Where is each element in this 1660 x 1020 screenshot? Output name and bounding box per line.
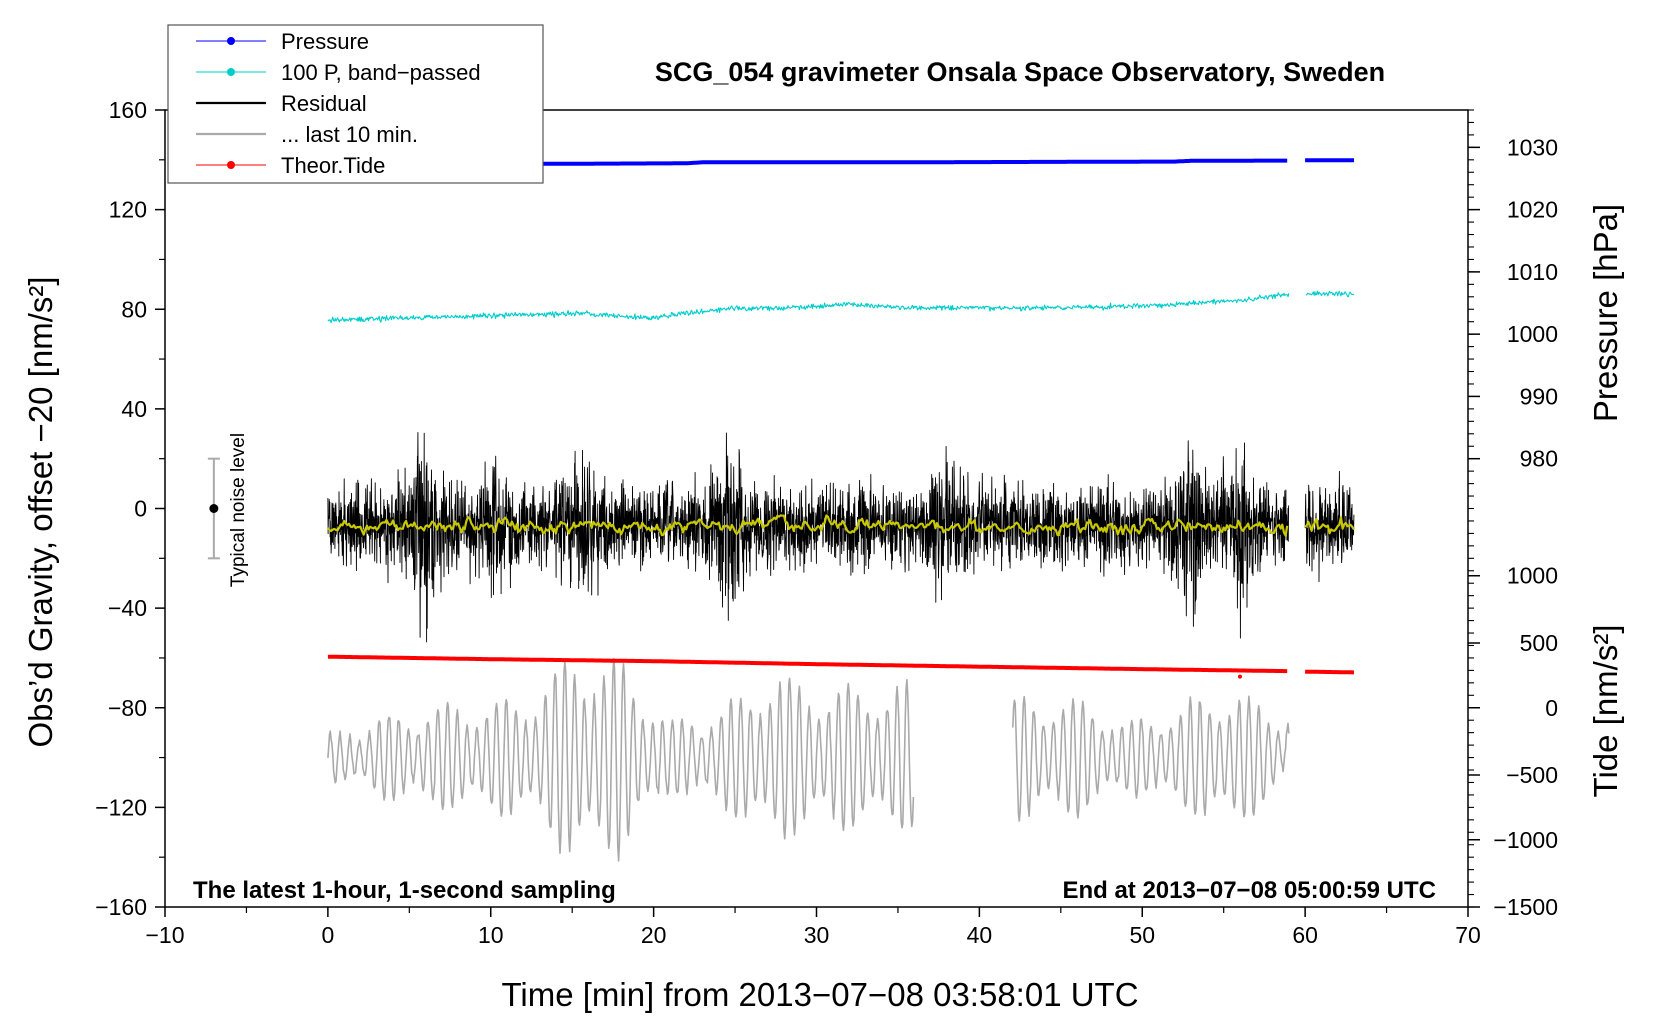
series-100p-band-passed [327, 292, 1290, 324]
x-tick-label: 20 [641, 922, 667, 948]
y-tick-label: 160 [109, 97, 147, 123]
y-tick-label: 120 [109, 197, 147, 223]
legend-label: ... last 10 min. [281, 122, 418, 147]
x-tick-label: 60 [1292, 922, 1318, 948]
y-axis-title-gravity: Obs’d Gravity, offset −20 [nm/s²] [22, 276, 59, 747]
legend-marker [227, 37, 235, 45]
legend-label: Residual [281, 91, 367, 116]
pressure-tick-label: 1010 [1507, 259, 1558, 285]
series-100p-band-passed [1305, 290, 1355, 298]
tide-tick-label: 1000 [1507, 563, 1558, 589]
x-axis-title: Time [min] from 2013−07−08 03:58:01 UTC [501, 976, 1138, 1013]
pressure-tick-label: 990 [1520, 383, 1558, 409]
tide-tick-label: −500 [1506, 762, 1558, 788]
noise-bar-center-dot [209, 504, 219, 513]
y-tick-label: −160 [95, 894, 147, 920]
annotation-end-time: End at 2013−07−08 05:00:59 UTC [1062, 877, 1436, 904]
y-axis-title-pressure: Pressure [hPa] [1587, 204, 1624, 422]
series-residual [1304, 470, 1355, 583]
y-tick-label: 80 [121, 296, 147, 322]
annotation-sampling: The latest 1-hour, 1-second sampling [193, 877, 616, 904]
pressure-tick-label: 980 [1520, 446, 1558, 472]
y-axis-title-tide: Tide [nm/s²] [1587, 625, 1624, 798]
y-tick-label: −80 [108, 695, 147, 721]
pressure-tick-label: 1020 [1507, 197, 1558, 223]
y-tick-label: −40 [108, 595, 147, 621]
tide-tick-label: −1500 [1493, 894, 1558, 920]
legend-marker [227, 68, 235, 76]
x-tick-label: 30 [804, 922, 830, 948]
series-residual-mean [326, 514, 1289, 537]
x-tick-label: 70 [1455, 922, 1481, 948]
x-tick-label: 50 [1129, 922, 1155, 948]
tide-tick-label: −1000 [1493, 827, 1558, 853]
x-tick-label: 10 [478, 922, 504, 948]
y-tick-label: 40 [121, 396, 147, 422]
legend-label: Pressure [281, 29, 369, 54]
tide-tick-label: 0 [1545, 695, 1558, 721]
y-tick-label: −120 [95, 794, 147, 820]
x-tick-label: 0 [321, 922, 334, 948]
series-residual-mean [1304, 516, 1355, 535]
x-tick-label: −10 [145, 922, 184, 948]
tide-tick-label: 500 [1520, 630, 1558, 656]
noise-level-label: Typical noise level [228, 433, 249, 587]
chart-title: SCG_054 gravimeter Onsala Space Observat… [655, 57, 1385, 87]
tide-outlier-point [1237, 674, 1242, 679]
pressure-tick-label: 1030 [1507, 134, 1558, 160]
pressure-tick-label: 1000 [1507, 321, 1558, 347]
y-tick-label: 0 [134, 496, 147, 522]
series-theor-tide [1304, 669, 1355, 675]
legend-label: 100 P, band−passed [281, 60, 481, 85]
legend-marker [227, 161, 235, 169]
series-last-10-min [1012, 695, 1290, 822]
series-theor-tide [327, 654, 1288, 674]
x-tick-label: 40 [967, 922, 993, 948]
series-last-10-min [327, 657, 915, 862]
series-residual [327, 432, 1290, 643]
legend-label: Theor.Tide [281, 153, 385, 178]
